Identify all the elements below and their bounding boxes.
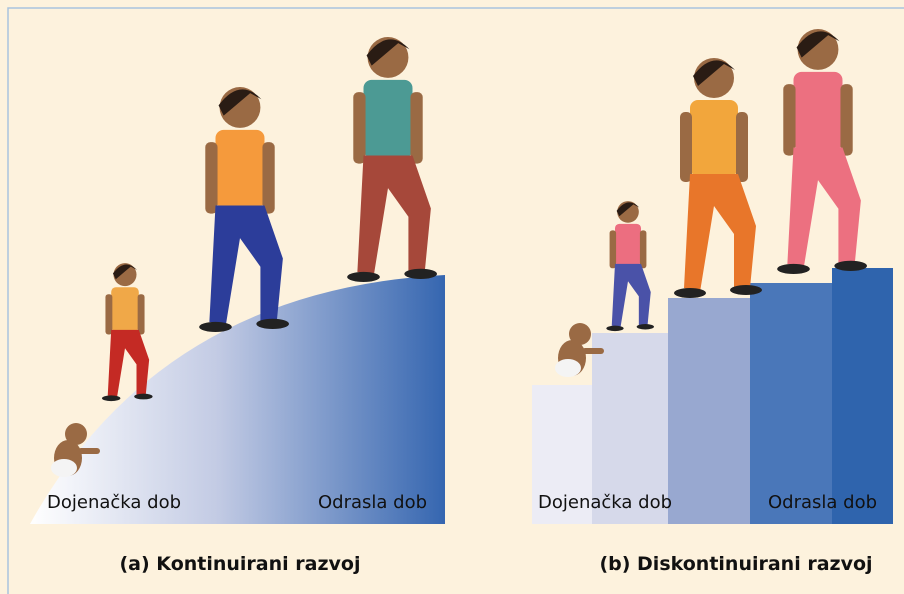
figure-part [262,142,274,213]
figure-part [555,359,581,377]
figure-part [134,394,152,400]
figure-part [606,326,623,331]
figure-part [794,72,843,150]
figure-part [138,294,145,334]
figure-part [730,285,762,295]
end-label: Odrasla dob [318,492,427,513]
figure-part [840,84,852,155]
step [668,298,751,524]
figure-part [783,84,795,155]
figure-part [410,92,422,163]
figure-part [256,319,289,329]
figure-part [78,448,100,454]
figure-part [216,130,265,208]
illustration: Dojenačka dob Odrasla dob Dojenačka dob … [0,0,904,594]
figure-part [640,230,647,268]
start-label: Dojenačka dob [538,492,672,513]
figure-part [582,348,604,354]
figure-part [777,264,810,274]
figure-part [102,395,120,401]
caption: (a) Kontinuirani razvoj [120,553,361,575]
start-label: Dojenačka dob [47,492,181,513]
figure-part [680,112,692,182]
caption: (b) Diskontinuirani razvoj [599,553,872,575]
figure-part [199,322,232,332]
figure-part [674,288,706,298]
figure-part [353,92,365,163]
step [832,268,893,524]
figure-part [364,80,413,158]
figure-part [105,294,112,334]
figure-part [690,100,738,176]
figure-part [637,324,654,329]
figure-part [736,112,748,182]
figure-part [615,224,641,265]
figure-part [347,272,380,282]
figure-part [51,459,77,477]
figure-part [205,142,217,213]
figure-part [111,287,139,331]
end-label: Odrasla dob [768,492,877,513]
figure-part [610,230,617,268]
figure-part [834,261,867,271]
figure-part [404,269,437,279]
step [750,283,833,524]
